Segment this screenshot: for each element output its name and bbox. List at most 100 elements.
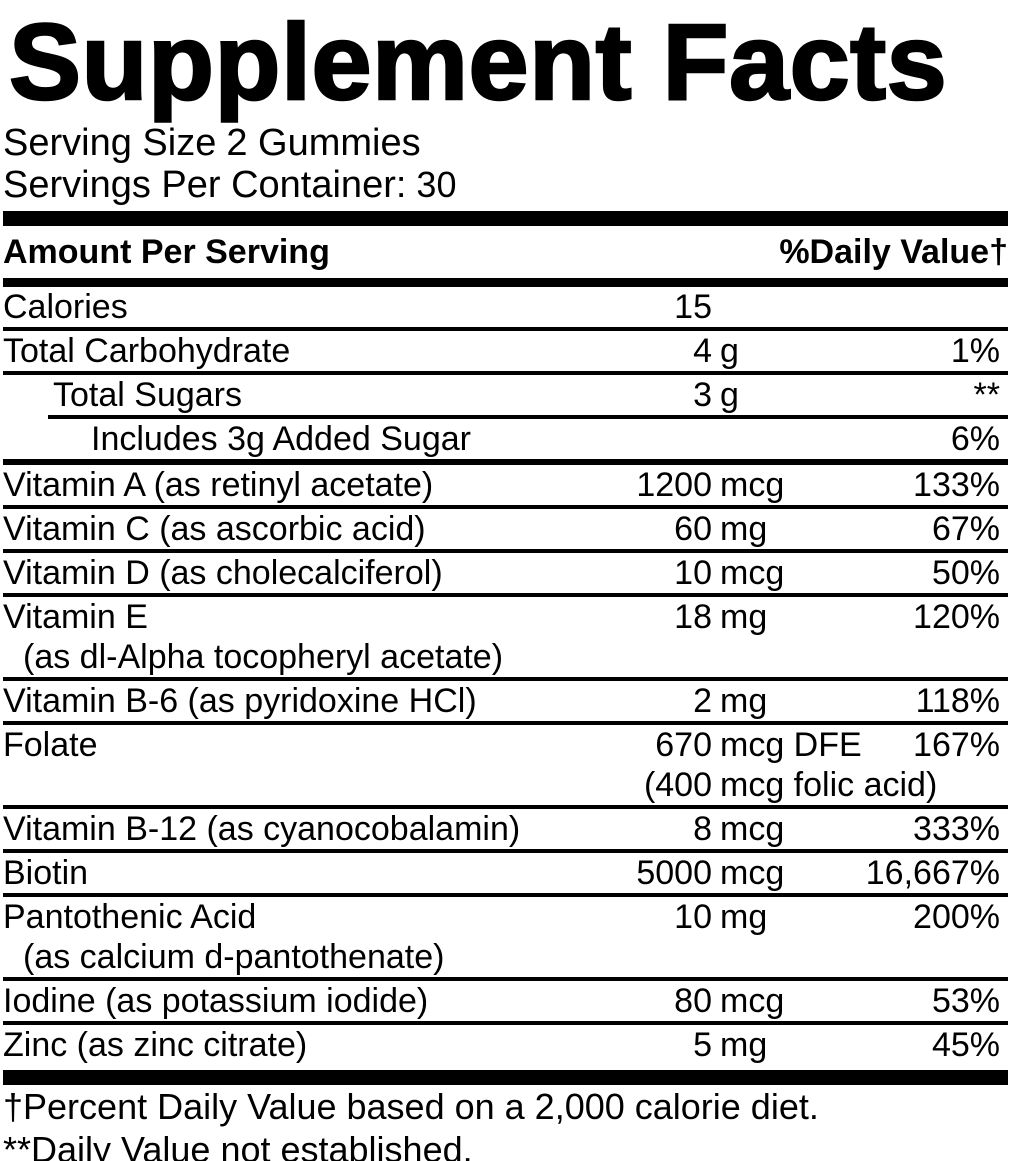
amount-unit: mcg bbox=[720, 982, 785, 1020]
nutrient-name: Total Carbohydrate bbox=[3, 332, 291, 370]
daily-value: 333% bbox=[913, 810, 1000, 848]
nutrient-name: Vitamin E bbox=[3, 598, 148, 636]
nutrient-row-total-sugars: Total Sugars 3 g ** bbox=[3, 375, 1008, 415]
nutrient-row-vitamin-b6: Vitamin B-6 (as pyridoxine HCl) 2 mg 118… bbox=[3, 681, 1008, 721]
nutrient-name: Biotin bbox=[3, 854, 89, 892]
row-divider bbox=[3, 849, 1008, 853]
daily-value: 167% bbox=[913, 726, 1000, 764]
label-title: Supplement Facts bbox=[8, 0, 948, 123]
amount-unit-secondary: mcg folic acid) bbox=[720, 766, 938, 804]
nutrient-name: Folate bbox=[3, 726, 98, 764]
amount-value: 10 bbox=[674, 554, 712, 592]
amount-value: 10 bbox=[674, 898, 712, 936]
nutrient-name-continued: (as dl-Alpha tocopheryl acetate) bbox=[23, 638, 504, 676]
daily-value: 45% bbox=[931, 1026, 1000, 1064]
row-divider bbox=[3, 893, 1008, 897]
divider-header-bottom bbox=[3, 278, 1008, 287]
amount-value: 60 bbox=[674, 510, 712, 548]
nutrient-row-pantothenic-acid: Pantothenic Acid 10 mg 200% (as calcium … bbox=[3, 897, 1008, 977]
nutrient-row-calories: Calories 15 bbox=[3, 287, 1008, 327]
nutrient-name: Includes 3g Added Sugar bbox=[91, 420, 471, 458]
row-divider bbox=[3, 327, 1008, 331]
daily-value: 16,667% bbox=[865, 854, 1000, 892]
amount-value: 15 bbox=[674, 288, 712, 326]
amount-value: 3 bbox=[693, 376, 712, 414]
footnote-daily-value: †Percent Daily Value based on a 2,000 ca… bbox=[3, 1086, 819, 1127]
daily-value: 120% bbox=[913, 598, 1000, 636]
group-divider bbox=[3, 459, 1008, 465]
amount-value: 5 bbox=[693, 1026, 712, 1064]
daily-value: 1% bbox=[950, 332, 1000, 370]
servings-per-container-value: 30 bbox=[416, 164, 457, 205]
nutrient-name: Vitamin D (as cholecalciferol) bbox=[3, 554, 443, 592]
daily-value: 67% bbox=[931, 510, 1000, 548]
row-divider bbox=[3, 549, 1008, 553]
nutrient-row-added-sugar: Includes 3g Added Sugar 6% bbox=[3, 419, 1008, 459]
amount-value: 5000 bbox=[636, 854, 712, 892]
amount-unit: mcg bbox=[720, 854, 785, 892]
daily-value: 53% bbox=[931, 982, 1000, 1020]
row-divider-indented bbox=[48, 415, 1008, 419]
nutrient-name: Zinc (as zinc citrate) bbox=[3, 1026, 308, 1064]
daily-value: 118% bbox=[915, 682, 1000, 720]
row-divider bbox=[3, 677, 1008, 681]
serving-size-label: Serving Size bbox=[3, 122, 217, 164]
table-header-row: Amount Per Serving %Daily Value† bbox=[3, 226, 1008, 278]
amount-value: 4 bbox=[693, 332, 712, 370]
row-divider bbox=[3, 505, 1008, 509]
nutrient-row-zinc: Zinc (as zinc citrate) 5 mg 45% bbox=[3, 1025, 1008, 1065]
servings-per-container-line: Servings Per Container: 30 bbox=[3, 164, 1008, 206]
amount-unit: mg bbox=[720, 598, 768, 636]
amount-value: 8 bbox=[693, 810, 712, 848]
amount-unit: g bbox=[720, 376, 739, 414]
amount-value: 1200 bbox=[636, 466, 712, 504]
nutrient-row-biotin: Biotin 5000 mcg 16,667% bbox=[3, 853, 1008, 893]
nutrient-table: Calories 15 Total Carbohydrate 4 g 1% To… bbox=[3, 287, 1008, 1065]
servings-per-container-label: Servings Per Container: bbox=[3, 164, 407, 206]
amount-unit: mcg bbox=[720, 466, 785, 504]
row-divider bbox=[3, 721, 1008, 725]
nutrient-name: Vitamin C (as ascorbic acid) bbox=[3, 510, 426, 548]
nutrient-row-vitamin-e: Vitamin E 18 mg 120% (as dl-Alpha tocoph… bbox=[3, 597, 1008, 677]
amount-unit: mg bbox=[720, 898, 768, 936]
row-divider bbox=[3, 977, 1008, 981]
amount-per-serving-header: Amount Per Serving bbox=[3, 233, 330, 271]
nutrient-row-folate: Folate 670 mcg DFE 167% (400 mcg folic a… bbox=[3, 725, 1008, 805]
footnote-not-established: **Daily Value not established. bbox=[3, 1129, 473, 1161]
serving-size-value: 2 Gummies bbox=[226, 122, 421, 164]
amount-unit: mcg DFE bbox=[720, 726, 862, 764]
amount-unit: mg bbox=[720, 510, 768, 548]
daily-value: 50% bbox=[931, 554, 1000, 592]
nutrient-name: Vitamin B-6 (as pyridoxine HCl) bbox=[3, 682, 477, 720]
amount-value: 670 bbox=[655, 726, 712, 764]
daily-value: 6% bbox=[950, 420, 1000, 458]
nutrient-name: Vitamin A (as retinyl acetate) bbox=[3, 466, 434, 504]
row-divider bbox=[3, 805, 1008, 809]
nutrient-name: Pantothenic Acid bbox=[3, 898, 257, 936]
daily-value: 200% bbox=[913, 898, 1000, 936]
nutrient-name: Iodine (as potassium iodide) bbox=[3, 982, 429, 1020]
amount-unit: mcg bbox=[720, 554, 785, 592]
daily-value: ** bbox=[973, 376, 1000, 414]
divider-thick-top bbox=[3, 211, 1008, 226]
amount-unit: mg bbox=[720, 682, 768, 720]
nutrient-row-vitamin-d: Vitamin D (as cholecalciferol) 10 mcg 50… bbox=[3, 553, 1008, 593]
row-divider bbox=[3, 371, 1008, 375]
amount-unit: mcg bbox=[720, 810, 785, 848]
amount-unit: g bbox=[720, 332, 739, 370]
daily-value-header: %Daily Value† bbox=[779, 233, 1008, 271]
nutrient-row-total-carbohydrate: Total Carbohydrate 4 g 1% bbox=[3, 331, 1008, 371]
nutrient-name-continued: (as calcium d-pantothenate) bbox=[23, 938, 445, 976]
amount-value: 18 bbox=[674, 598, 712, 636]
nutrient-name: Calories bbox=[3, 288, 128, 326]
nutrient-row-iodine: Iodine (as potassium iodide) 80 mcg 53% bbox=[3, 981, 1008, 1021]
divider-thick-bottom bbox=[3, 1070, 1008, 1085]
nutrient-row-vitamin-b12: Vitamin B-12 (as cyanocobalamin) 8 mcg 3… bbox=[3, 809, 1008, 849]
amount-value: 80 bbox=[674, 982, 712, 1020]
nutrient-row-vitamin-c: Vitamin C (as ascorbic acid) 60 mg 67% bbox=[3, 509, 1008, 549]
serving-size-line: Serving Size 2 Gummies bbox=[3, 122, 1008, 164]
amount-unit: mg bbox=[720, 1026, 768, 1064]
row-divider bbox=[3, 593, 1008, 597]
amount-value: 2 bbox=[693, 682, 712, 720]
